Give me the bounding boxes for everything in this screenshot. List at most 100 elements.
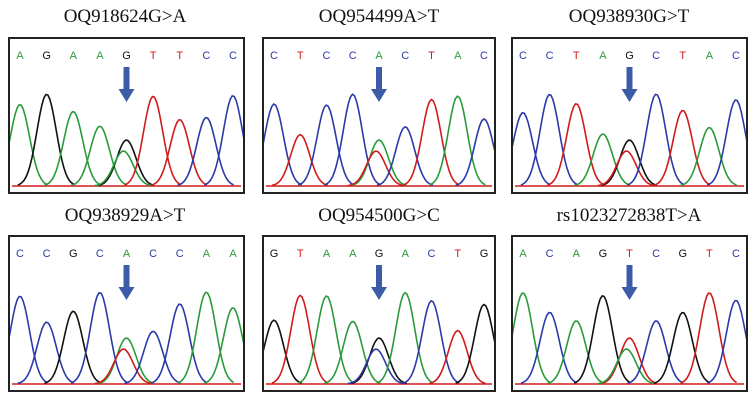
panel-title-5: OQ954500G>C [318,205,440,226]
base-call: T [573,50,580,62]
trace-peak-T [429,329,486,385]
trace-peak-A [429,95,486,186]
trace-peak-C [297,104,355,186]
trace-peak-G [653,311,711,384]
base-call: C [16,248,24,260]
trace-peak-T [94,348,151,385]
variant-arrow-head [118,89,135,102]
base-call: C [43,248,51,260]
trace-peak-A [573,133,631,187]
trace-peak-T [271,133,329,187]
trace-peak-A [203,307,243,384]
base-call: C [149,248,157,260]
variant-arrow-head [371,89,387,102]
base-call: T [150,50,157,62]
trace-peak-A [70,125,128,187]
variant-arrow-shaft [123,265,130,289]
variant-arrow-shaft [626,67,633,91]
trace-peak-C [706,99,746,186]
base-call: A [96,50,104,62]
trace-peak-A [547,320,604,385]
trace-peak-G [455,303,494,384]
base-call: G [270,248,279,260]
trace-peak-G [573,294,631,384]
trace-peak-G [97,139,154,187]
variant-arrow-shaft [376,67,382,91]
trace-peak-A [97,337,154,385]
panel-title-2: OQ954499A>T [318,6,440,27]
trace-peak-G [600,139,657,187]
trace-peak-T [653,109,711,186]
trace-peak-C [177,116,234,186]
base-call: G [599,248,608,260]
base-call: G [625,50,634,62]
base-call: G [375,248,384,260]
trace-peak-A [597,348,654,385]
base-call: C [732,50,740,62]
base-call: T [297,248,304,260]
trace-peak-T [680,292,738,384]
trace-peak-T [600,337,657,385]
trace-peak-C [324,93,381,186]
trace-peak-T [547,103,604,186]
trace-peak-G [44,310,101,384]
base-call: T [428,50,435,62]
trace-peak-C [17,321,75,385]
trace-peak-C [455,118,494,187]
trace-peak-A [297,294,355,384]
trace-peak-C [150,303,208,384]
base-call: A [203,248,211,260]
base-call: A [519,248,527,260]
base-call: A [375,50,383,62]
base-call: C [229,50,237,62]
trace-peak-C [706,299,746,384]
trace-peak-C [627,93,684,186]
trace-peak-A [44,110,101,186]
trace-peak-A [10,103,48,186]
base-call: A [229,248,237,260]
trace-peak-C [376,125,434,187]
trace-peak-C [203,94,243,186]
variant-arrow-shaft [626,265,633,289]
trace-peak-G [264,319,302,384]
trace-peak-T [124,95,181,186]
variant-arrow-head [371,287,387,300]
trace-peak-C [520,311,578,384]
base-call: T [454,248,461,260]
trace-peak-A [680,126,737,187]
trace-peak-A [177,291,235,384]
panel-title-4: OQ938929A>T [64,205,186,226]
base-call: A [70,50,78,62]
base-call: C [480,50,488,62]
base-call: T [626,248,633,260]
trace-peak-A [350,139,407,187]
trace-peak-C [70,291,128,384]
variant-arrow-shaft [123,67,130,91]
trace-peak-C [402,299,460,384]
base-call: C [401,50,409,62]
trace-peak-G [17,93,75,186]
trace-peak-A [324,320,381,385]
trace-peak-G [350,337,407,385]
trace-peak-C [627,320,684,385]
base-call: T [297,50,304,62]
trace-peak-T [597,150,654,187]
trace-peak-C [264,103,303,186]
base-call: T [706,248,713,260]
base-call: A [599,50,607,62]
trace-peak-T [347,150,404,187]
base-call: A [706,50,714,62]
base-call: G [69,248,78,260]
trace-peak-C [513,111,551,186]
base-call: C [323,50,331,62]
trace-peak-T [402,98,460,186]
base-call: A [16,50,24,62]
